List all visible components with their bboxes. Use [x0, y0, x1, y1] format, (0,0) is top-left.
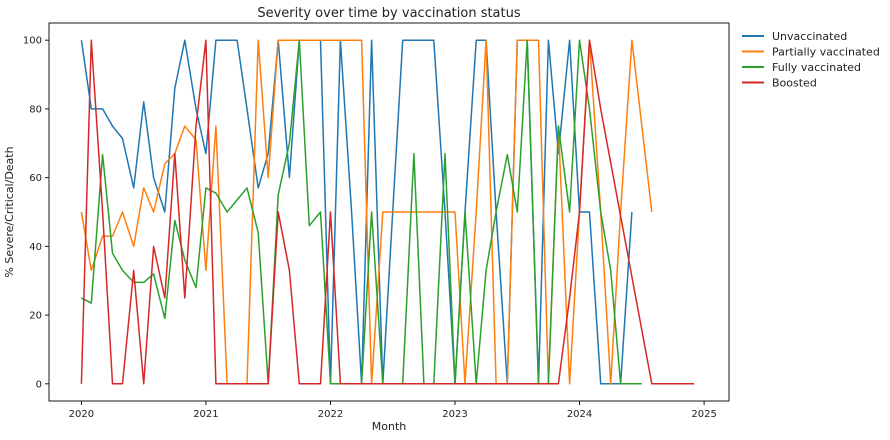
legend: Unvaccinated Partially vaccinated Fully va… — [742, 30, 880, 90]
plot-area: 2020 2021 2022 2023 2024 2025 0 20 40 60 80 100 — [23, 22, 730, 420]
x-tick-label: 2024 — [567, 409, 592, 420]
x-tick-label: 2021 — [193, 409, 218, 420]
x-tick-label: 2023 — [442, 409, 467, 420]
x-axis-label: Month — [372, 420, 407, 433]
x-tick-label: 2025 — [691, 409, 716, 420]
legend-label-unvaccinated: Unvaccinated — [772, 30, 847, 43]
chart-title: Severity over time by vaccination status — [257, 6, 521, 21]
x-tick-label: 2020 — [69, 409, 94, 420]
x-tick-label: 2022 — [318, 409, 343, 420]
series-layer — [80, 39, 695, 385]
y-tick-label: 0 — [36, 379, 42, 390]
y-tick-label: 20 — [29, 311, 42, 322]
y-tick-label: 100 — [23, 36, 42, 47]
y-tick-label: 80 — [29, 104, 42, 115]
y-tick-label: 60 — [29, 173, 42, 184]
x-axis: 2020 2021 2022 2023 2024 2025 — [69, 401, 717, 420]
series-line-boosted — [80, 39, 695, 385]
legend-label-partially-vaccinated: Partially vaccinated — [772, 46, 880, 59]
legend-label-fully-vaccinated: Fully vaccinated — [772, 61, 861, 74]
y-tick-label: 40 — [29, 242, 42, 253]
y-axis: 0 20 40 60 80 100 — [23, 36, 49, 390]
legend-label-boosted: Boosted — [772, 77, 817, 90]
y-axis-label: % Severe/Critical/Death — [3, 146, 16, 277]
plot-frame — [48, 22, 730, 402]
series-line-unvaccinated — [80, 39, 633, 385]
